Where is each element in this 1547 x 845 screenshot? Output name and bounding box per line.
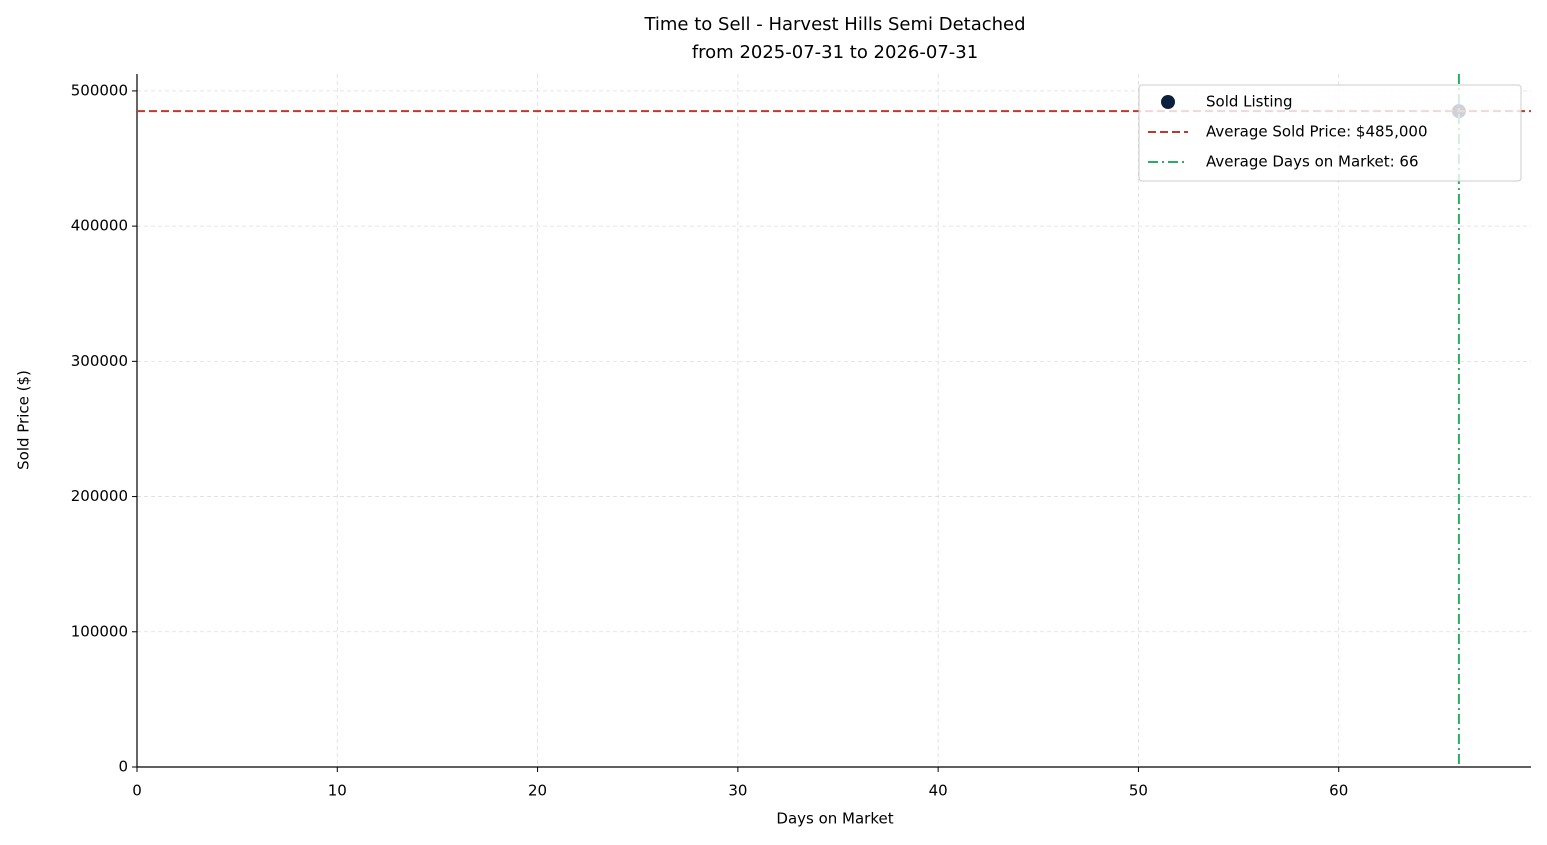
legend-box — [1138, 84, 1522, 182]
y-tick-label: 300000 — [71, 352, 128, 370]
legend-label: Average Days on Market: 66 — [1206, 153, 1419, 171]
chart-title: Time to Sell - Harvest Hills Semi Detach… — [643, 14, 1025, 35]
legend-marker — [1161, 95, 1175, 109]
x-tick-label: 30 — [728, 782, 747, 800]
y-tick-label: 400000 — [71, 217, 128, 235]
chart-subtitle: from 2025-07-31 to 2026-07-31 — [692, 42, 978, 63]
y-axis-label: Sold Price ($) — [15, 370, 33, 470]
legend-label: Average Sold Price: $485,000 — [1206, 123, 1428, 141]
y-tick-label: 200000 — [71, 487, 128, 505]
x-tick-label: 0 — [132, 782, 142, 800]
y-tick-label: 500000 — [71, 81, 128, 99]
x-tick-label: 20 — [528, 782, 547, 800]
x-tick-label: 50 — [1129, 782, 1148, 800]
y-tick-label: 0 — [118, 758, 128, 776]
x-axis-label: Days on Market — [776, 810, 893, 828]
y-tick-label: 100000 — [71, 622, 128, 640]
x-tick-label: 60 — [1329, 782, 1348, 800]
x-tick-label: 10 — [328, 782, 347, 800]
legend-label: Sold Listing — [1206, 93, 1293, 111]
x-tick-label: 40 — [929, 782, 948, 800]
